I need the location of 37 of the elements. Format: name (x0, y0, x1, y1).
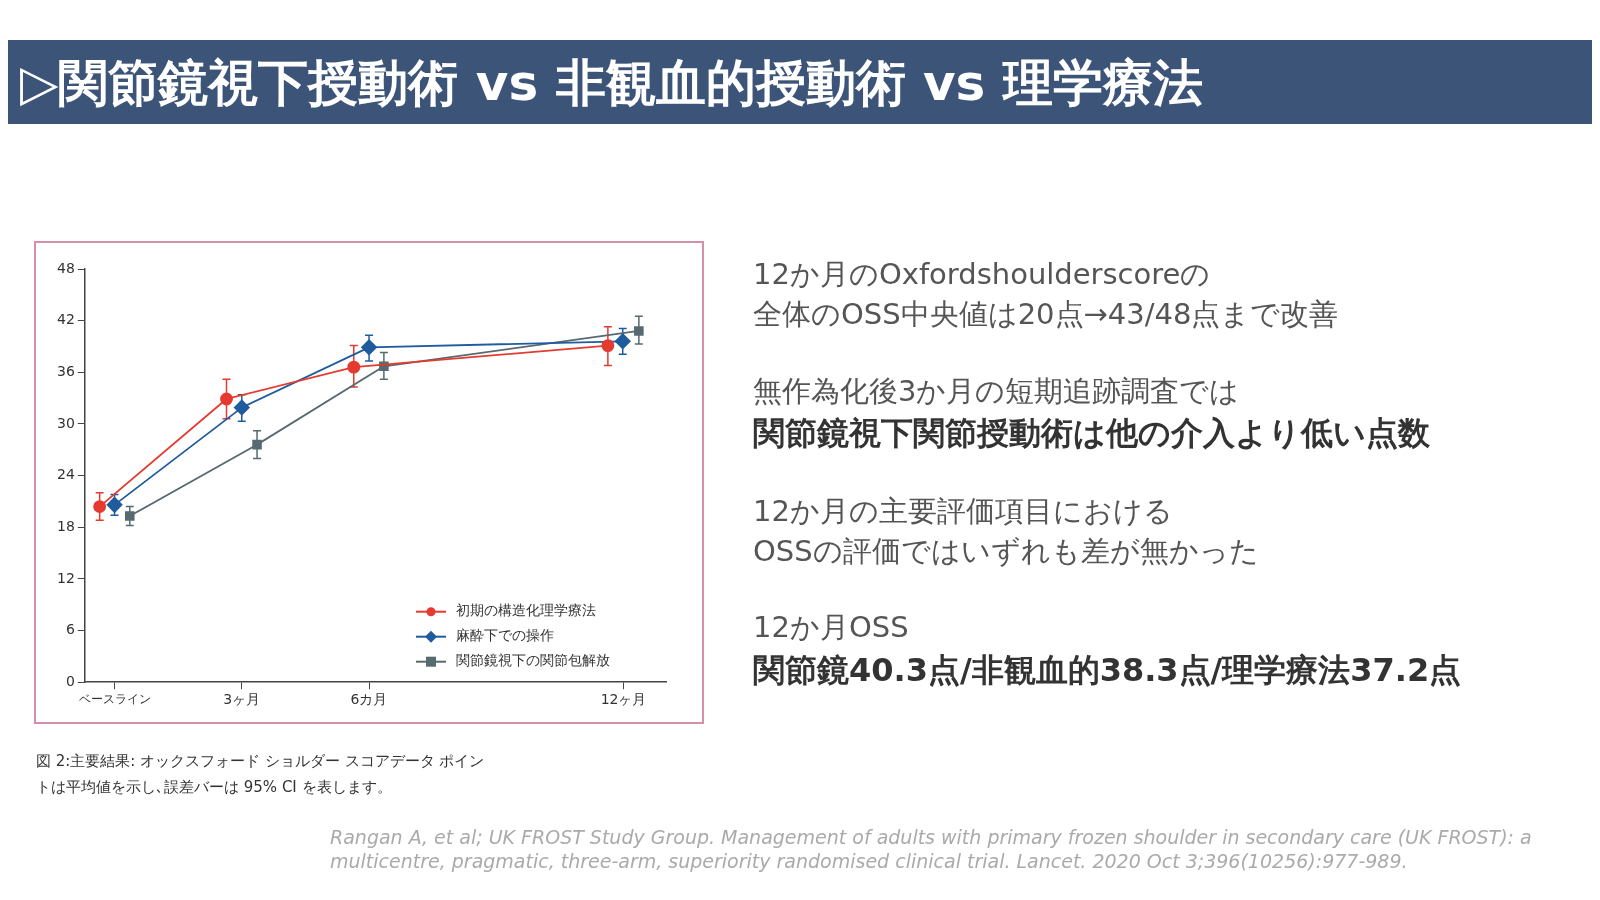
y-tick-label: 12 (56, 569, 75, 586)
text: 12か月の主要評価項目における (753, 492, 1174, 529)
text: OSSの評価ではいずれも差が無かった (753, 533, 1260, 570)
point (124, 511, 135, 521)
y-tick-label: 0 (65, 672, 75, 689)
x-tick-label: 12ヶ月 (600, 691, 647, 708)
text: 関節鏡40.3点/非観血的38.3点/理学療法37.2点 (753, 649, 1463, 690)
y-tick-label: 30 (56, 414, 75, 431)
point (601, 339, 615, 353)
y-tick-label: 42 (56, 311, 75, 328)
chart-title: ▷関節鏡視下授動術 vs 非観血的授動術 vs 理学療法 (20, 53, 1203, 114)
y-tick-label: 18 (56, 517, 75, 534)
y-tick-label: 24 (56, 466, 75, 483)
point (347, 360, 361, 374)
point (614, 333, 631, 350)
text: 関節鏡視下関節授動術は他の介入より低い点数 (753, 412, 1431, 453)
legend-label: 関節鏡視下の関節包解放 (456, 652, 610, 669)
text: Rangan A, et al; UK FROST Study Group. Management of adults with primary frozen shoulder in secondary care (UK FROST): a multicentre, pragmatic, three-arm, superiority randomised clinical trial. Lancet. 2020 Oct 3;396(10256):977-989. (330, 826, 1533, 874)
text: 無作為化後3か月の短期追跡調査では (753, 372, 1241, 409)
legend-label: 麻酔下での操作 (456, 627, 554, 644)
legend-label: 初期の構造化理学療法 (456, 602, 596, 619)
text: 全体のOSS中央値は20点→43/48点まで改善 (753, 296, 1340, 333)
y-tick-label: 36 (56, 362, 75, 379)
point (361, 339, 377, 356)
point (93, 500, 107, 513)
point (252, 439, 262, 450)
y-tick-label: 48 (56, 259, 75, 276)
x-tick-label: 3ヶ月 (223, 691, 261, 708)
text: 12か月OSS (753, 609, 910, 646)
point (634, 326, 644, 336)
point (220, 392, 233, 406)
y-tick-label: 6 (65, 621, 75, 638)
caption: 図 2:主要結果: オックスフォード ショルダー スコアデータ ポイントは平均値を示し､誤差バーは 95% CI を表します。 (36, 751, 486, 799)
point (233, 399, 250, 416)
text: 12か月のOxfordshoulderscoreの (753, 256, 1212, 293)
x-tick-label: 6カ月 (350, 691, 388, 708)
x-tick-label: ベースライン (78, 691, 151, 706)
